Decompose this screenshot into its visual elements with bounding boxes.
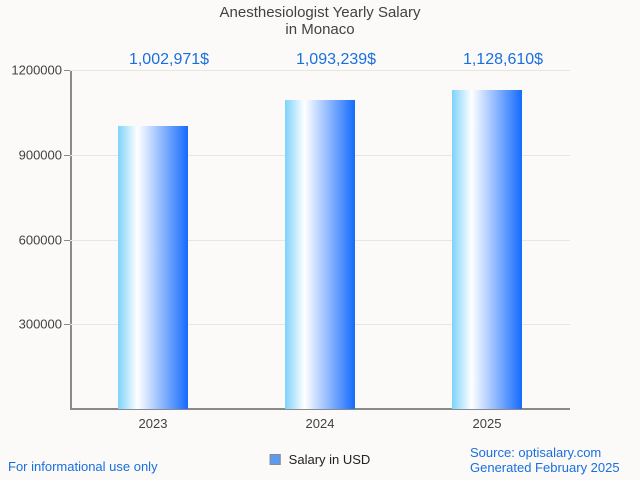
legend: Salary in USD xyxy=(269,452,371,467)
y-tick-label-1200000: 1200000 xyxy=(11,62,62,78)
value-label-2025: 1,128,610$ xyxy=(462,51,544,68)
legend-swatch-icon xyxy=(269,454,281,465)
value-label-2023: 1,002,971$ xyxy=(128,51,210,68)
x-tick-label-2024: 2024 xyxy=(305,416,335,431)
x-tick-label-2025: 2025 xyxy=(472,416,502,431)
value-label-2024: 1,093,239$ xyxy=(295,51,377,68)
y-axis-tick-900000 xyxy=(64,155,70,156)
bar-2023[interactable] xyxy=(118,126,188,409)
y-tick-label-900000: 900000 xyxy=(18,147,62,163)
page-title: Anesthesiologist Yearly Salary in Monaco xyxy=(0,4,640,38)
generated-line: Generated February 2025 xyxy=(470,460,620,475)
disclaimer-text: For informational use only xyxy=(8,459,158,474)
y-axis-tick-1200000 xyxy=(64,70,70,71)
x-tick-label-2023: 2023 xyxy=(138,416,168,431)
gridline-1200000 xyxy=(70,70,570,71)
x-axis-line xyxy=(70,408,570,410)
title-line-1: Anesthesiologist Yearly Salary xyxy=(219,4,421,21)
source-attribution: Source: optisalary.com Generated Februar… xyxy=(470,445,620,475)
y-tick-label-300000: 300000 xyxy=(18,316,62,332)
legend-label: Salary in USD xyxy=(288,452,371,467)
bar-2025[interactable] xyxy=(452,90,522,409)
y-tick-label-600000: 600000 xyxy=(18,232,62,248)
y-axis-tick-300000 xyxy=(64,324,70,325)
title-line-2: in Monaco xyxy=(285,21,355,38)
y-axis-line xyxy=(70,70,72,409)
source-line: Source: optisalary.com xyxy=(470,445,602,460)
bar-2024[interactable] xyxy=(285,100,355,409)
y-axis-tick-600000 xyxy=(64,240,70,241)
